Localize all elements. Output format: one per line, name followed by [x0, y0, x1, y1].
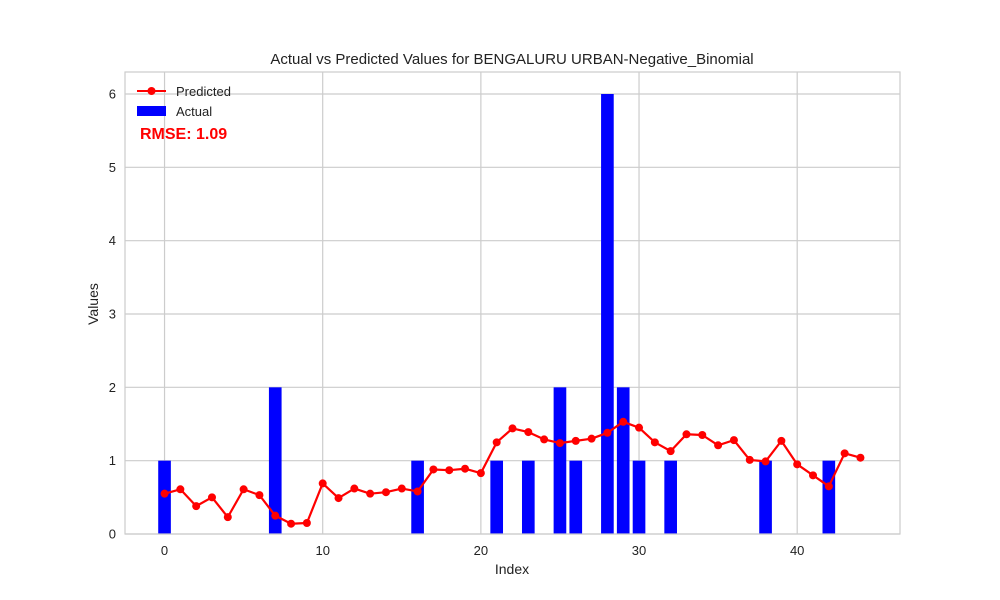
predicted-point [476, 469, 485, 478]
predicted-point [350, 484, 359, 493]
predicted-point [619, 417, 628, 426]
actual-bar [411, 460, 424, 534]
predicted-point [508, 424, 517, 433]
y-tick-label: 6 [109, 87, 116, 102]
actual-bar [268, 387, 282, 534]
plot-area [125, 72, 900, 534]
chart-title: Actual vs Predicted Values for BENGALURU… [270, 51, 753, 68]
predicted-point [587, 434, 596, 443]
predicted-point [603, 428, 612, 437]
predicted-point [176, 485, 185, 494]
predicted-point [381, 488, 390, 497]
predicted-point [524, 428, 533, 437]
predicted-point [255, 491, 264, 500]
predicted-point [318, 479, 327, 488]
y-tick-label: 2 [109, 380, 116, 395]
actual-bar [601, 94, 614, 534]
predicted-point [160, 489, 169, 498]
x-tick-label: 30 [632, 543, 646, 558]
predicted-point [809, 471, 818, 480]
predicted-point [682, 430, 691, 439]
predicted-point [207, 493, 216, 502]
predicted-point [856, 453, 865, 462]
predicted-point [271, 511, 280, 520]
predicted-point [461, 464, 470, 473]
predicted-point [334, 494, 343, 503]
predicted-point [650, 438, 659, 447]
legend-predicted-marker [147, 87, 156, 95]
predicted-point [761, 457, 770, 466]
predicted-point [302, 519, 311, 527]
predicted-point [413, 487, 422, 496]
predicted-point [824, 482, 833, 491]
x-axis-label: Index [495, 561, 529, 577]
rmse-annotation: RMSE: 1.09 [140, 126, 227, 143]
x-tick-label: 20 [474, 543, 488, 558]
predicted-point [223, 513, 232, 522]
predicted-point [635, 423, 644, 432]
predicted-point [366, 489, 375, 498]
actual-bar [759, 460, 772, 534]
y-tick-label: 1 [109, 453, 116, 468]
y-tick-label: 0 [109, 527, 116, 542]
actual-bar [490, 460, 504, 534]
legend-actual-swatch [137, 106, 166, 116]
predicted-point [445, 466, 454, 475]
predicted-point [192, 502, 201, 511]
x-tick-label: 0 [161, 543, 168, 558]
actual-bar [553, 387, 567, 534]
predicted-point [540, 435, 549, 444]
y-tick-label: 5 [109, 160, 116, 175]
predicted-point [840, 449, 849, 458]
predicted-line-group [160, 417, 865, 528]
y-tick-label: 3 [109, 307, 116, 322]
predicted-point [729, 436, 738, 445]
legend-predicted-label: Predicted [176, 84, 231, 99]
predicted-point [777, 436, 786, 445]
legend-actual-label: Actual [176, 104, 212, 119]
y-ticks: 0 1 2 3 4 5 6 [109, 87, 116, 542]
predicted-point [666, 447, 675, 456]
predicted-point [698, 431, 707, 439]
predicted-point [239, 485, 248, 494]
predicted-point [555, 439, 564, 448]
x-tick-label: 10 [315, 543, 329, 558]
predicted-point [571, 436, 580, 445]
actual-bar [664, 460, 677, 534]
predicted-point [793, 460, 802, 469]
actual-bar [521, 460, 535, 534]
predicted-point [714, 441, 723, 450]
y-axis-label: Values [85, 283, 101, 325]
actual-bar [616, 387, 630, 534]
actual-bar [632, 460, 646, 534]
predicted-point [429, 465, 438, 474]
plot-frame [124, 71, 901, 535]
x-tick-label: 40 [790, 543, 804, 558]
actual-bar [822, 460, 836, 534]
x-ticks: 0 10 20 30 40 [161, 543, 805, 558]
actual-bar [569, 460, 583, 534]
predicted-point [745, 455, 754, 464]
y-tick-label: 4 [109, 233, 116, 248]
predicted-point [287, 519, 296, 528]
predicted-point [397, 484, 406, 493]
predicted-point [492, 438, 501, 447]
legend: Predicted Actual [137, 84, 231, 119]
